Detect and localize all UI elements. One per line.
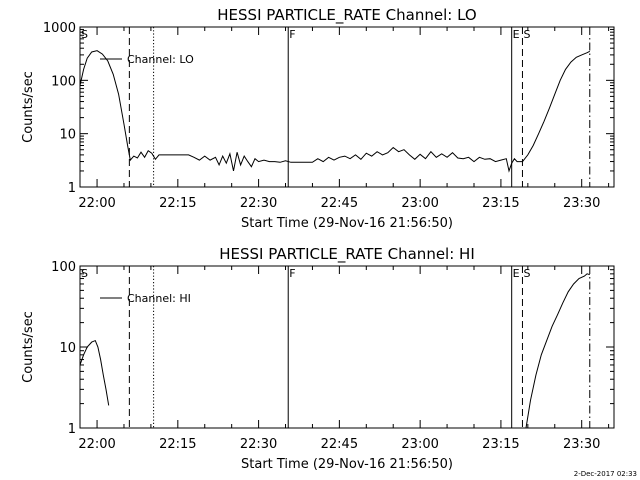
x-tick-label: 23:30 <box>563 437 600 452</box>
x-tick-label: 23:00 <box>401 437 438 452</box>
x-tick-label: 22:30 <box>240 196 277 211</box>
x-tick-label: 23:15 <box>482 437 519 452</box>
x-tick-label: 23:30 <box>563 196 600 211</box>
legend-label: Channel: HI <box>127 292 191 305</box>
x-tick-label: 22:45 <box>321 437 358 452</box>
chart-panel-hi: HESSI PARTICLE_RATE Channel: HI Start Tim… <box>21 245 615 472</box>
x-tick-label: 23:15 <box>482 196 519 211</box>
x-tick-label: 23:00 <box>401 196 438 211</box>
series-line <box>79 50 591 173</box>
plot-frame <box>79 265 615 429</box>
chart-title: HESSI PARTICLE_RATE Channel: LO <box>217 6 476 25</box>
x-tick-label: 22:15 <box>159 437 196 452</box>
x-axis-label: Start Time (29-Nov-16 21:56:50) <box>241 216 453 231</box>
x-tick-label: 22:00 <box>78 437 115 452</box>
y-tick-label: 1000 <box>43 21 76 36</box>
x-axis-label: Start Time (29-Nov-16 21:56:50) <box>241 457 453 472</box>
y-tick-label: 1 <box>68 181 76 196</box>
y-tick-label: 10 <box>59 341 76 356</box>
x-tick-label: 22:15 <box>159 196 196 211</box>
y-tick-label: 100 <box>51 74 76 89</box>
event-marker-label: E <box>513 28 520 41</box>
x-tick-label: 22:00 <box>78 196 115 211</box>
event-marker-label: F <box>289 267 295 280</box>
chart-title: HESSI PARTICLE_RATE Channel: HI <box>219 245 475 264</box>
y-tick-label: 10 <box>59 128 76 143</box>
footer-date: 2-Dec-2017 02:33 <box>574 470 637 478</box>
event-marker-label: S <box>81 28 88 41</box>
series-line <box>79 339 110 406</box>
chart-panel-lo: HESSI PARTICLE_RATE Channel: LO Start Tim… <box>21 6 615 231</box>
plot-frame <box>79 26 615 188</box>
event-marker-label: F <box>289 28 295 41</box>
event-marker-label: S <box>523 267 530 280</box>
event-marker-label: S <box>81 267 88 280</box>
series-line <box>525 273 590 429</box>
legend-label: Channel: LO <box>127 53 194 66</box>
y-axis-label: Counts/sec <box>21 71 36 143</box>
y-tick-label: 100 <box>51 260 76 275</box>
x-tick-label: 22:30 <box>240 437 277 452</box>
y-axis-label: Counts/sec <box>21 311 36 383</box>
event-marker-label: E <box>513 267 520 280</box>
event-marker-label: S <box>523 28 530 41</box>
y-tick-label: 1 <box>68 422 76 437</box>
x-tick-label: 22:45 <box>321 196 358 211</box>
